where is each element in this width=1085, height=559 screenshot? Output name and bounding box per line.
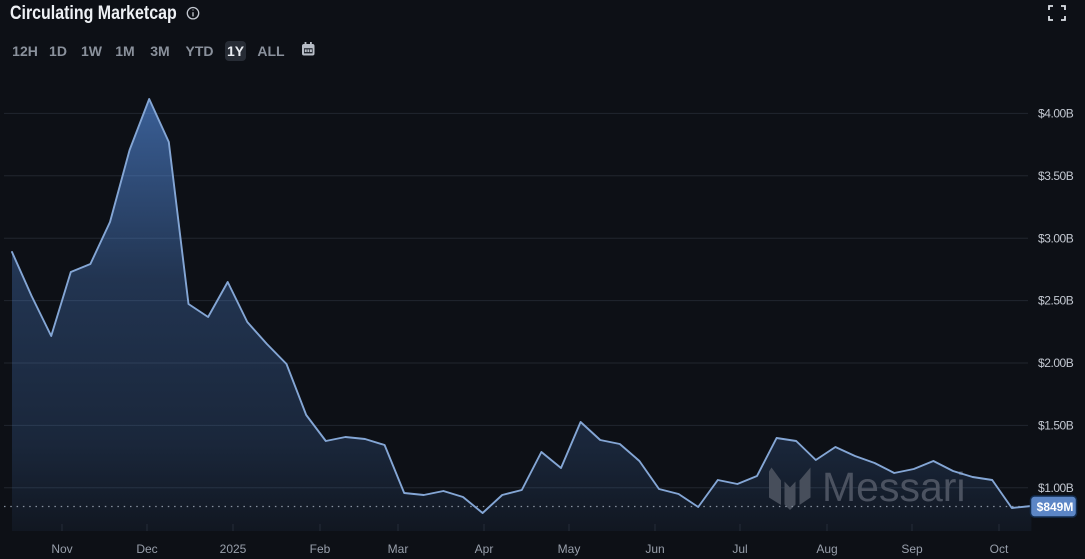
svg-text:Nov: Nov [51, 542, 72, 556]
svg-text:Jun: Jun [645, 542, 664, 556]
svg-text:$3.00B: $3.00B [1038, 231, 1074, 245]
svg-text:$3.50B: $3.50B [1038, 169, 1074, 183]
svg-text:Sep: Sep [901, 542, 923, 556]
svg-text:Dec: Dec [136, 542, 157, 556]
svg-text:$1.50B: $1.50B [1038, 419, 1074, 433]
svg-text:$2.00B: $2.00B [1038, 356, 1074, 370]
svg-text:Feb: Feb [310, 542, 331, 556]
svg-text:May: May [558, 542, 581, 556]
svg-text:$4.00B: $4.00B [1038, 107, 1074, 121]
svg-text:$1.00B: $1.00B [1038, 481, 1074, 495]
svg-text:Aug: Aug [816, 542, 837, 556]
svg-text:$849M: $849M [1037, 500, 1074, 514]
svg-text:Jul: Jul [732, 542, 747, 556]
svg-text:Apr: Apr [475, 542, 494, 556]
svg-text:Messari: Messari [822, 464, 966, 510]
svg-text:Mar: Mar [388, 542, 409, 556]
svg-text:Oct: Oct [990, 542, 1009, 556]
svg-text:2025: 2025 [220, 542, 247, 556]
svg-text:$2.50B: $2.50B [1038, 294, 1074, 308]
